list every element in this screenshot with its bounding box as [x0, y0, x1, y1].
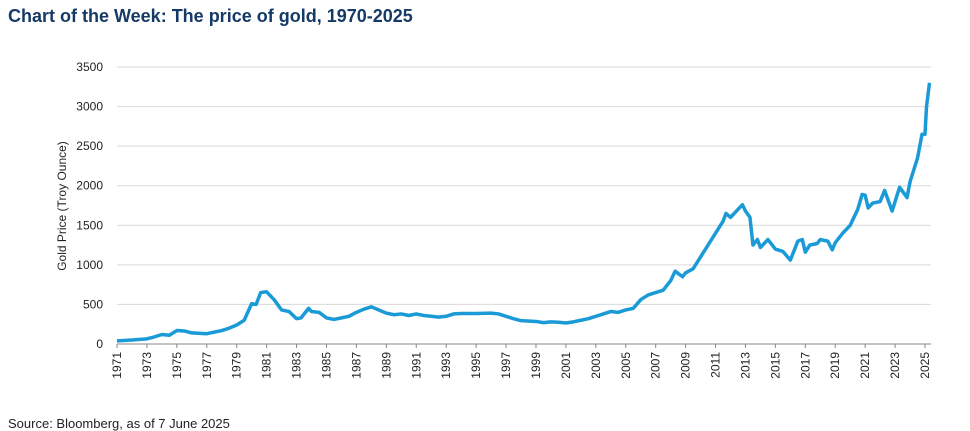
x-tick-label: 2021 — [858, 352, 872, 379]
x-tick-label: 2005 — [619, 352, 633, 379]
y-tick-label: 2500 — [76, 139, 103, 153]
x-tick-label: 2009 — [679, 352, 693, 379]
x-tick-label: 2003 — [589, 352, 603, 379]
x-tick-label: 1995 — [469, 352, 483, 379]
x-tick-label: 2025 — [918, 352, 932, 379]
x-tick-label: 1981 — [260, 352, 274, 379]
y-tick-label: 1000 — [76, 258, 103, 272]
x-tick-label: 1993 — [439, 352, 453, 379]
x-tick-label: 1997 — [499, 352, 513, 379]
x-tick-label: 1977 — [200, 352, 214, 379]
y-tick-label: 500 — [83, 297, 103, 311]
x-tick-label: 2001 — [559, 352, 573, 379]
x-tick-label: 1971 — [110, 352, 124, 379]
x-tick-label: 1985 — [319, 352, 333, 379]
x-tick-label: 1973 — [140, 352, 154, 379]
source-note: Source: Bloomberg, as of 7 June 2025 — [8, 416, 230, 431]
x-tick-label: 1991 — [409, 352, 423, 379]
x-tick-label: 1987 — [349, 352, 363, 379]
x-tick-label: 1999 — [529, 352, 543, 379]
y-tick-label: 2000 — [76, 179, 103, 193]
x-tick-label: 2011 — [709, 352, 723, 378]
x-tick-label: 2023 — [888, 352, 902, 379]
x-tick-label: 2017 — [798, 352, 812, 379]
y-tick-label: 3000 — [76, 100, 103, 114]
y-axis-label: Gold Price (Troy Ounce) — [55, 141, 69, 271]
x-tick-label: 1979 — [230, 352, 244, 379]
price-line — [116, 82, 932, 343]
x-tick-label: 2019 — [828, 352, 842, 379]
y-tick-label: 1500 — [76, 218, 103, 232]
x-tick-label: 1989 — [379, 352, 393, 379]
x-tick-label: 1983 — [290, 352, 304, 379]
x-tick-label: 2013 — [738, 352, 752, 379]
x-tick-label: 2007 — [649, 352, 663, 379]
x-tick-label: 2015 — [768, 352, 782, 379]
y-tick-label: 3500 — [76, 60, 103, 74]
x-tick-label: 1975 — [170, 352, 184, 379]
chart-title: Chart of the Week: The price of gold, 19… — [8, 6, 413, 26]
y-tick-label: 0 — [96, 337, 103, 351]
